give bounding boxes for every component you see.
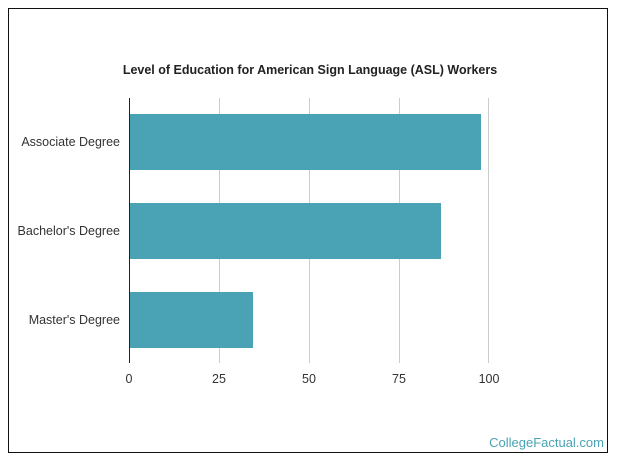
category-label: Master's Degree [28,313,120,327]
brand-link[interactable]: CollegeFactual.com [489,435,604,450]
plot-area [129,98,489,363]
x-tick-label: 75 [392,372,406,386]
category-label: Bachelor's Degree [17,224,120,238]
bar-masters-degree[interactable] [130,292,254,348]
bar-associate-degree[interactable] [130,114,481,170]
x-tick-label: 0 [125,372,133,386]
x-tick-label: 50 [302,372,316,386]
y-axis-line [129,98,130,363]
bar-bachelors-degree[interactable] [130,203,442,259]
chart-title: Level of Education for American Sign Lan… [122,63,498,77]
x-tick-label: 100 [478,372,500,386]
x-tick-label: 25 [212,372,226,386]
gridline-100 [488,98,489,363]
category-label: Associate Degree [21,135,120,149]
